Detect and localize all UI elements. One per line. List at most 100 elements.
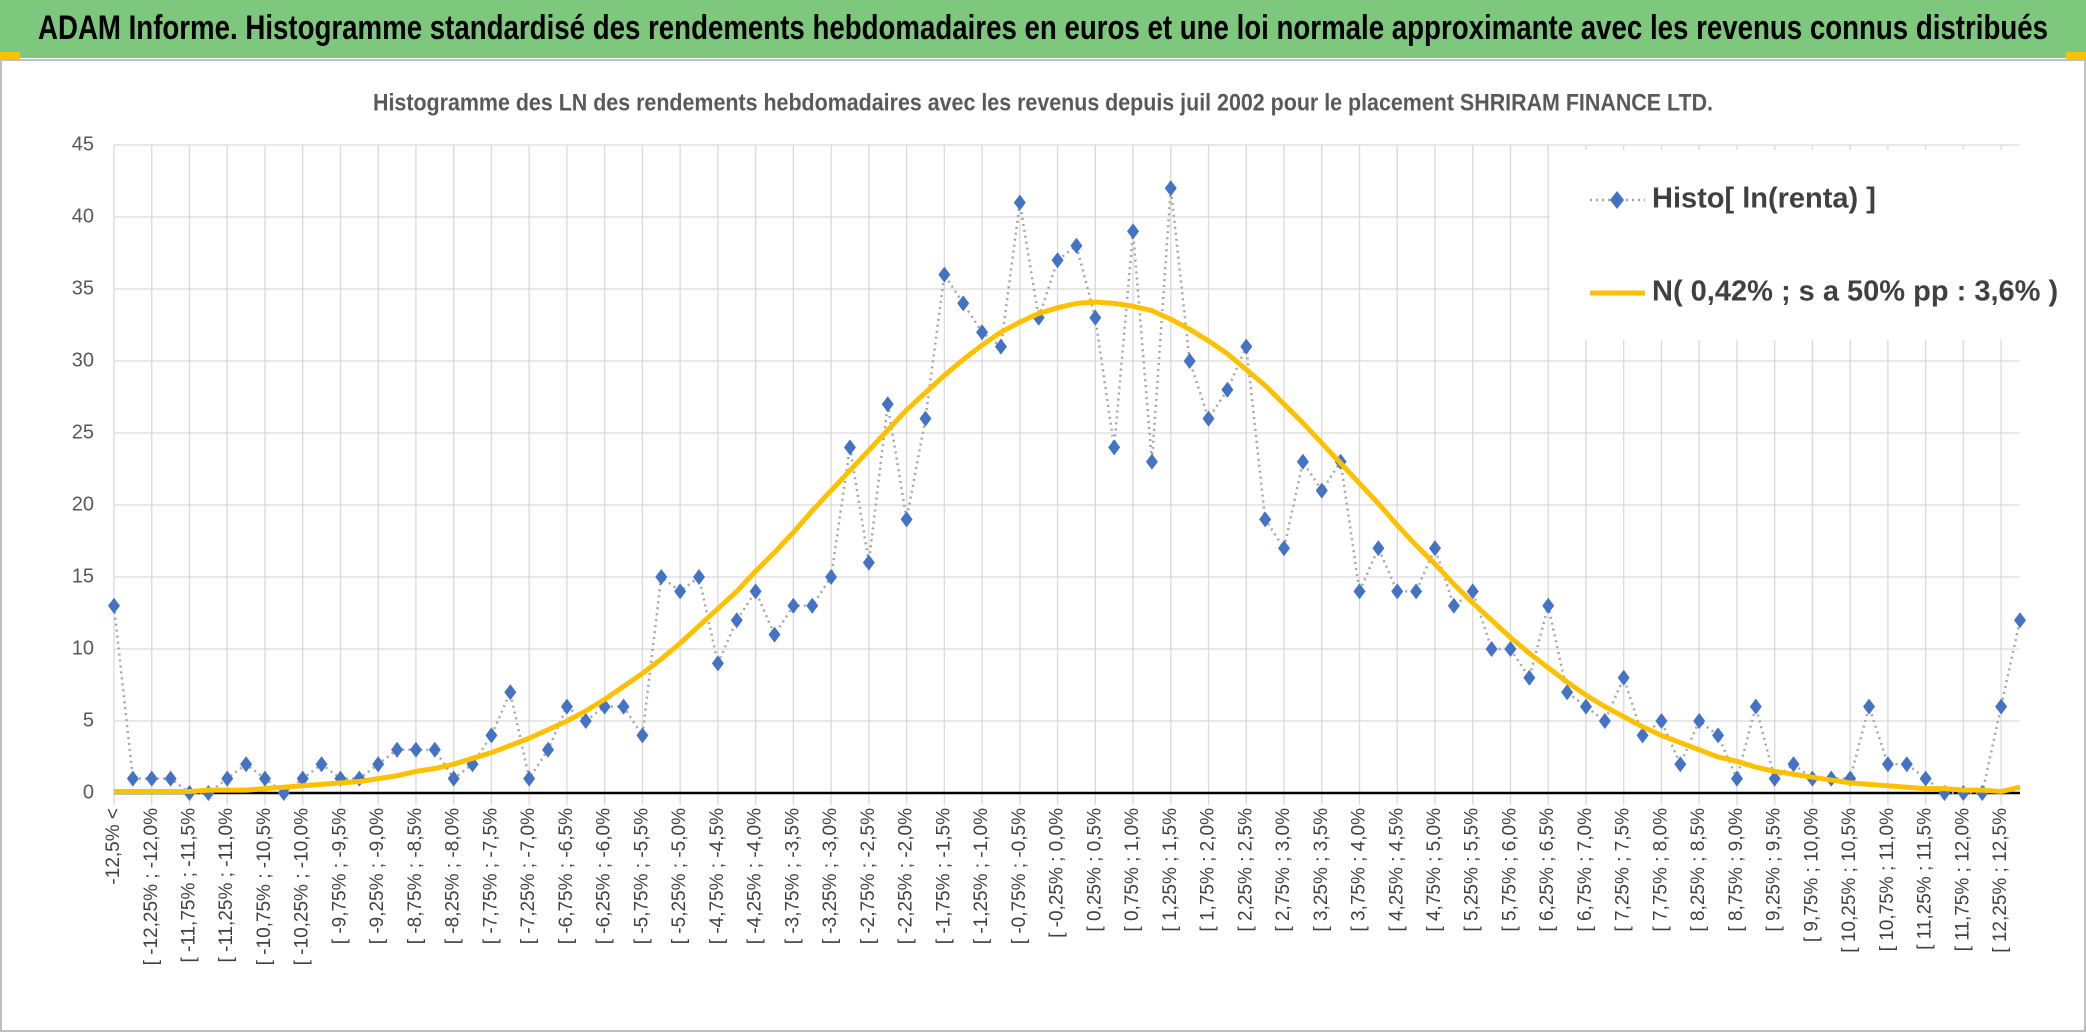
data-point bbox=[1712, 727, 1725, 744]
x-tick-label: [ -3,25% ; -3,0% bbox=[820, 808, 841, 944]
x-tick-label: [ -4,75% ; -4,5% bbox=[707, 808, 728, 944]
data-point bbox=[957, 295, 970, 312]
data-point bbox=[1183, 353, 1196, 369]
data-point bbox=[749, 583, 762, 600]
data-point bbox=[126, 770, 139, 787]
data-point bbox=[409, 741, 422, 758]
x-tick-label: [ -1,75% ; -1,5% bbox=[933, 808, 954, 944]
data-point bbox=[1428, 540, 1441, 557]
data-point bbox=[221, 770, 234, 787]
y-tick-label: 5 bbox=[83, 709, 94, 731]
x-tick-label: [ -12,25% ; -12,0% bbox=[141, 808, 162, 965]
x-tick-label: [ 6,25% ; 6,5% bbox=[1537, 808, 1558, 932]
data-point bbox=[655, 569, 668, 585]
x-tick-label: [ -8,25% ; -8,0% bbox=[443, 808, 464, 944]
data-point bbox=[994, 338, 1007, 355]
x-tick-label: [ -3,75% ; -3,5% bbox=[782, 808, 803, 944]
data-point bbox=[391, 741, 404, 758]
data-point bbox=[1730, 770, 1743, 787]
x-tick-label: [ -0,25% ; 0,0% bbox=[1047, 808, 1068, 938]
y-tick-label: 40 bbox=[72, 205, 94, 227]
series-curve bbox=[114, 299, 2021, 795]
data-point bbox=[1693, 713, 1706, 729]
data-point bbox=[145, 770, 158, 787]
data-point bbox=[881, 396, 894, 413]
x-tick-label: [ -1,25% ; -1,0% bbox=[971, 808, 992, 944]
data-point bbox=[504, 684, 517, 701]
data-point bbox=[372, 756, 385, 773]
data-point bbox=[1410, 583, 1423, 600]
data-point bbox=[240, 756, 253, 773]
data-point bbox=[258, 770, 271, 787]
data-point bbox=[164, 770, 177, 787]
data-point bbox=[693, 569, 706, 585]
data-point bbox=[825, 569, 838, 585]
data-point bbox=[1466, 583, 1479, 600]
x-tick-label: [ -10,75% ; -10,5% bbox=[254, 808, 275, 965]
data-point bbox=[1598, 713, 1611, 729]
data-point bbox=[730, 612, 743, 629]
data-point bbox=[579, 713, 592, 729]
data-point bbox=[1787, 756, 1800, 773]
x-tick-label: [ -6,75% ; -6,5% bbox=[556, 808, 577, 944]
data-point bbox=[1919, 770, 1932, 787]
chart-border bbox=[0, 59, 2086, 1032]
data-point bbox=[1447, 597, 1460, 614]
data-point bbox=[1070, 237, 1083, 254]
x-tick-label: [ 9,75% ; 10,0% bbox=[1801, 808, 1822, 942]
data-point bbox=[674, 583, 687, 600]
data-point bbox=[919, 410, 932, 427]
x-tick-label: [ -2,75% ; -2,5% bbox=[858, 808, 879, 944]
x-tick-label: [ 4,75% ; 5,0% bbox=[1424, 808, 1445, 932]
x-tick-label: [ 7,25% ; 7,5% bbox=[1613, 808, 1634, 932]
x-tick-label: [ 2,25% ; 2,5% bbox=[1235, 808, 1256, 932]
data-point bbox=[1296, 453, 1309, 470]
data-point bbox=[447, 770, 460, 787]
x-tick-label: [ -4,25% ; -4,0% bbox=[745, 808, 766, 944]
x-tick-label: [ -11,25% ; -11,0% bbox=[216, 808, 237, 963]
y-tick-label: 0 bbox=[83, 781, 94, 803]
x-tick-label: [ -0,75% ; -0,5% bbox=[1009, 808, 1030, 944]
data-point bbox=[1504, 641, 1517, 657]
data-point bbox=[1278, 540, 1291, 557]
data-point bbox=[315, 756, 328, 773]
x-tick-label: [ -6,25% ; -6,0% bbox=[594, 808, 615, 944]
x-tick-label: [ 8,75% ; 9,0% bbox=[1726, 808, 1747, 932]
data-point bbox=[843, 439, 856, 456]
data-point bbox=[1749, 698, 1762, 715]
data-point bbox=[787, 597, 800, 614]
x-tick-label: [ -5,75% ; -5,5% bbox=[631, 808, 652, 944]
data-point bbox=[1995, 698, 2008, 715]
x-tick-label: [ 2,75% ; 3,0% bbox=[1273, 808, 1294, 932]
x-tick-label: -12,5% < bbox=[103, 808, 124, 885]
data-point bbox=[1127, 223, 1140, 240]
x-tick-label: [ 1,25% ; 1,5% bbox=[1160, 808, 1181, 932]
data-point bbox=[900, 511, 913, 528]
data-point bbox=[862, 554, 875, 571]
data-point bbox=[1372, 540, 1385, 557]
data-point bbox=[1240, 338, 1253, 355]
y-tick-label: 10 bbox=[72, 637, 94, 659]
x-tick-label: [ -8,75% ; -8,5% bbox=[405, 808, 426, 944]
x-tick-label: [ 7,75% ; 8,0% bbox=[1650, 808, 1671, 932]
x-tick-label: [ 6,75% ; 7,0% bbox=[1575, 808, 1596, 932]
y-tick-label: 45 bbox=[72, 133, 94, 155]
data-point bbox=[1523, 669, 1536, 686]
data-point bbox=[1221, 381, 1234, 398]
corner-mark bbox=[2066, 52, 2086, 60]
data-point bbox=[636, 727, 649, 744]
x-tick-label: [ 3,75% ; 4,0% bbox=[1349, 808, 1370, 932]
x-tick-label: [ -9,25% ; -9,0% bbox=[367, 808, 388, 944]
data-point bbox=[1636, 727, 1649, 744]
data-point bbox=[1485, 641, 1498, 657]
x-tick-label: [ 1,75% ; 2,0% bbox=[1198, 808, 1219, 932]
x-tick-label: [ -5,25% ; -5,0% bbox=[669, 808, 690, 944]
data-point bbox=[617, 698, 630, 715]
data-point bbox=[1164, 180, 1177, 197]
x-tick-label: [ -9,75% ; -9,5% bbox=[329, 808, 350, 944]
data-point bbox=[542, 741, 555, 758]
legend-box bbox=[1550, 150, 2020, 340]
x-tick-label: [ -11,75% ; -11,5% bbox=[179, 808, 200, 963]
data-point bbox=[1051, 252, 1064, 269]
data-point bbox=[1768, 770, 1781, 787]
